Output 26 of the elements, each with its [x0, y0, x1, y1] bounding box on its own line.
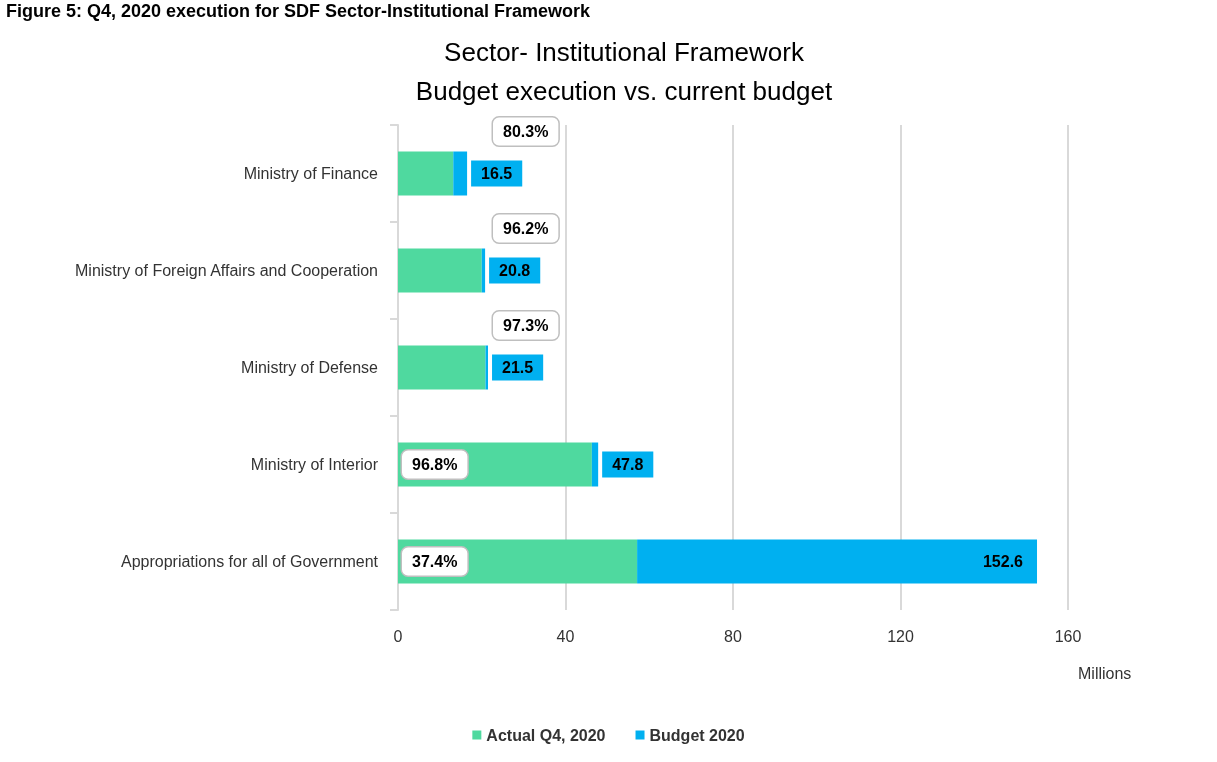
annotation: 97.3%	[503, 317, 549, 334]
total-label: 16.5	[481, 165, 513, 182]
annotation: 96.8%	[412, 456, 458, 473]
caption: Figure 5: Q4, 2020 execution for SDF Sector-Institutional Framework	[6, 1, 592, 21]
x-tick-label: 40	[556, 627, 575, 645]
y-tick-label: Ministry of Defense	[241, 359, 379, 376]
y-tick-label: Ministry of Foreign Affairs and Cooperation	[75, 262, 378, 279]
chart-subtitle: Budget execution vs. current budget	[415, 76, 833, 106]
y-tick-label: Ministry of Interior	[250, 456, 379, 473]
legend-label: Budget 2020	[649, 726, 745, 744]
total-label: 21.5	[502, 359, 534, 376]
total-label: 20.8	[499, 262, 531, 279]
y-tick-label: Appropriations for all of Government	[120, 553, 379, 570]
legend-label: Actual Q4, 2020	[486, 726, 606, 744]
y-tick-label: Ministry of Finance	[243, 165, 379, 182]
annotation: 80.3%	[503, 123, 549, 140]
x-tick-label: 80	[724, 627, 742, 645]
annotation: 96.2%	[503, 220, 549, 237]
x-tick-label: 160	[1054, 627, 1082, 645]
x-axis-title: Millions	[1078, 664, 1132, 682]
annotation: 37.4%	[412, 553, 458, 570]
x-tick-label: 0	[393, 627, 403, 645]
chart-title: Sector- Institutional Framework	[444, 37, 805, 67]
total-label: 152.6	[982, 553, 1024, 570]
x-tick-label: 120	[887, 627, 914, 645]
total-label: 47.8	[612, 456, 644, 473]
